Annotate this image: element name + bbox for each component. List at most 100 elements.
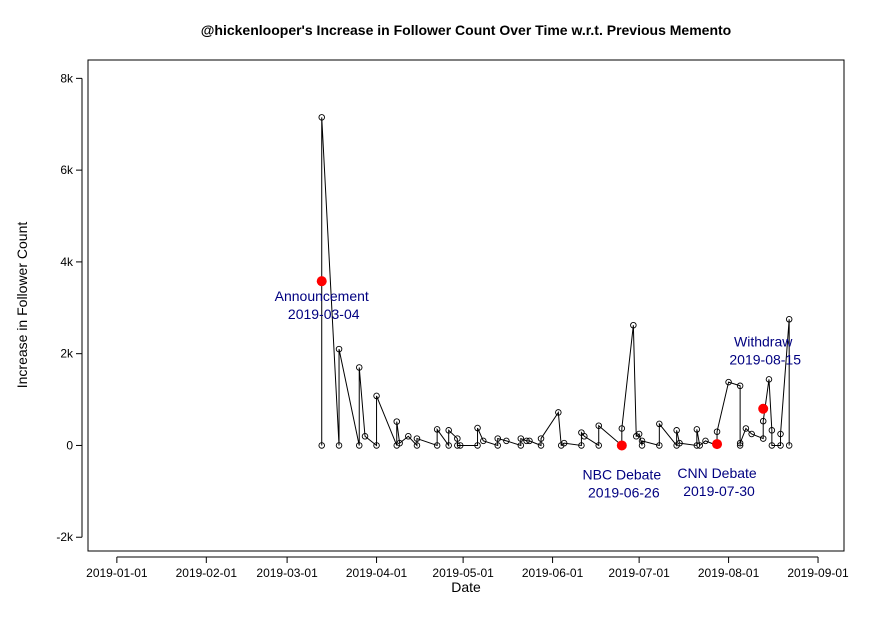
data-point	[673, 427, 680, 434]
y-tick-label: 8k	[60, 71, 74, 85]
series-line	[321, 117, 790, 448]
data-point	[693, 426, 701, 433]
y-tick-label: 0	[66, 438, 73, 452]
data-point	[445, 442, 452, 449]
data-point	[454, 442, 461, 449]
event-label: Withdraw	[734, 334, 793, 350]
data-point	[318, 114, 325, 121]
data-point	[445, 427, 452, 434]
x-tick-label: 2019-05-01	[432, 566, 494, 580]
y-tick-label: 4k	[60, 255, 74, 269]
data-point	[736, 439, 744, 447]
x-tick-label: 2019-09-01	[787, 566, 849, 580]
data-point	[765, 376, 773, 383]
y-axis: -2k 0 2k 4k 6k 8k	[56, 71, 83, 544]
data-point	[693, 442, 701, 449]
y-tick-label: 2k	[60, 347, 74, 361]
event-layer: Announcement 2019-03-04 NBC Debate 2019-06-…	[275, 276, 801, 500]
data-point	[578, 442, 585, 449]
data-point	[581, 433, 588, 440]
data-point	[373, 442, 380, 449]
data-point	[696, 442, 703, 449]
data-point	[503, 437, 510, 445]
data-point	[335, 442, 343, 449]
data-point	[638, 442, 646, 449]
data-point	[405, 433, 412, 440]
data-point	[785, 442, 793, 449]
event-label: NBC Debate	[583, 466, 662, 482]
x-tick-label: 2019-03-01	[256, 566, 318, 580]
data-point	[517, 442, 525, 449]
x-tick-label: 2019-02-01	[176, 566, 238, 580]
data-point	[433, 426, 441, 433]
x-tick-label: 2019-01-01	[86, 566, 148, 580]
x-tick-label: 2019-07-01	[608, 566, 670, 580]
data-point	[474, 424, 481, 432]
data-point	[396, 439, 403, 447]
data-point	[736, 382, 744, 390]
data-point	[785, 316, 793, 323]
event-label: CNN Debate	[677, 465, 757, 481]
data-point	[595, 422, 602, 429]
data-point	[736, 442, 744, 449]
data-point	[494, 442, 501, 449]
data-point	[413, 435, 421, 442]
event-marker	[316, 276, 327, 287]
data-point	[618, 425, 626, 432]
y-tick-label: 6k	[60, 163, 74, 177]
data-point	[560, 439, 568, 447]
plot-frame	[87, 59, 845, 552]
data-point	[355, 442, 363, 449]
event-date: 2019-06-26	[588, 484, 660, 500]
event-marker	[616, 440, 627, 451]
data-point	[630, 321, 637, 329]
x-tick-label: 2019-08-01	[698, 566, 760, 580]
data-point	[537, 442, 545, 449]
data-point	[725, 378, 732, 386]
data-point	[702, 437, 709, 445]
data-point	[361, 433, 369, 440]
x-tick-label: 2019-04-01	[346, 566, 408, 580]
event-label: Announcement	[275, 288, 369, 304]
data-point	[777, 442, 784, 449]
data-point	[759, 435, 767, 442]
event-date: 2019-07-30	[683, 483, 755, 499]
data-point	[523, 437, 530, 445]
data-point	[768, 427, 776, 434]
data-point	[335, 345, 343, 353]
event-date: 2019-08-15	[729, 352, 801, 368]
data-point	[355, 364, 363, 371]
y-tick-label: -2k	[56, 530, 74, 544]
data-point	[742, 425, 750, 432]
data-point	[537, 435, 545, 442]
series-layer	[318, 114, 793, 449]
data-point	[373, 392, 380, 400]
event-marker	[712, 439, 723, 450]
data-point	[656, 442, 663, 449]
event-marker	[758, 403, 769, 414]
data-point	[656, 420, 663, 428]
data-point	[748, 430, 755, 438]
data-point	[595, 442, 602, 449]
data-point	[768, 442, 776, 449]
data-point	[413, 442, 421, 449]
data-point	[526, 437, 533, 445]
chart-title: @hickenlooper's Increase in Follower Cou…	[201, 22, 731, 38]
data-point	[494, 435, 501, 442]
data-point	[635, 430, 643, 438]
data-point	[759, 417, 767, 425]
data-point	[676, 439, 683, 447]
data-point	[456, 442, 464, 449]
y-axis-label: Increase in Follower Count	[14, 222, 30, 389]
event-date: 2019-03-04	[288, 306, 360, 322]
data-point	[517, 435, 525, 442]
data-point	[713, 428, 721, 435]
data-point	[454, 435, 461, 442]
data-point	[474, 442, 481, 449]
x-tick-label: 2019-06-01	[522, 566, 584, 580]
data-point	[555, 409, 562, 416]
x-axis-label: Date	[451, 579, 481, 595]
data-point	[480, 437, 487, 445]
